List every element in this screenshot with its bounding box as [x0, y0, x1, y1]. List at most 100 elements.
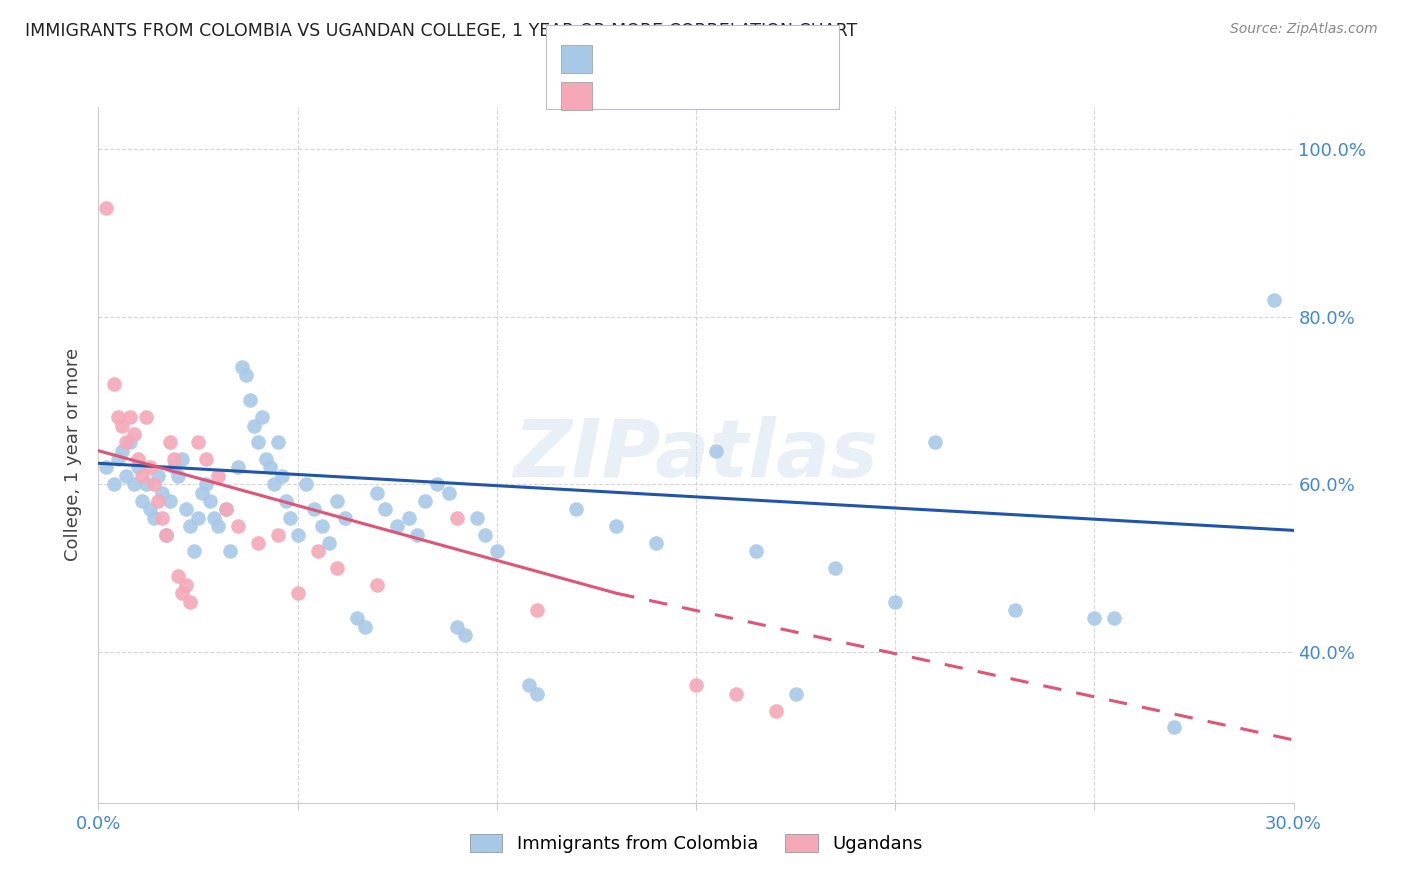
Point [526, 603, 548, 617]
Text: 81: 81 [776, 50, 801, 68]
Point [111, 418, 134, 433]
Point [139, 502, 162, 516]
Point [172, 586, 194, 600]
Point [446, 620, 468, 634]
Point [96, 460, 118, 475]
Point [287, 527, 309, 541]
Point [485, 544, 508, 558]
Point [254, 452, 277, 467]
Point [174, 578, 197, 592]
Point [354, 620, 377, 634]
Point [426, 477, 449, 491]
Point [139, 460, 162, 475]
Text: R =: R = [605, 87, 644, 104]
Point [191, 485, 214, 500]
Point [1163, 720, 1185, 734]
Point [294, 477, 316, 491]
Point [159, 494, 181, 508]
Point [96, 201, 118, 215]
Point [311, 519, 333, 533]
Point [724, 687, 747, 701]
Point [645, 536, 668, 550]
Point [287, 586, 309, 600]
Point [195, 452, 218, 467]
Point [174, 502, 197, 516]
Point [167, 468, 190, 483]
Y-axis label: College, 1 year or more: College, 1 year or more [63, 349, 82, 561]
Point [235, 368, 257, 383]
Point [195, 477, 218, 491]
Point [246, 536, 269, 550]
Point [765, 704, 787, 718]
Point [446, 510, 468, 524]
Point [526, 687, 548, 701]
Point [366, 485, 388, 500]
Point [263, 477, 285, 491]
Point [307, 544, 329, 558]
Point [219, 544, 242, 558]
Point [207, 519, 229, 533]
Point [704, 443, 727, 458]
Point [1083, 611, 1105, 625]
Point [179, 519, 201, 533]
Point [274, 494, 297, 508]
Text: N =: N = [731, 87, 770, 104]
Point [517, 678, 540, 692]
Point [207, 468, 229, 483]
Point [1104, 611, 1126, 625]
Point [335, 510, 357, 524]
Point [150, 485, 173, 500]
Point [115, 435, 138, 450]
Point [115, 468, 138, 483]
Point [270, 468, 292, 483]
Point [278, 510, 301, 524]
Point [745, 544, 768, 558]
Point [124, 477, 146, 491]
Point [103, 477, 125, 491]
Point [374, 502, 396, 516]
Point [385, 519, 409, 533]
Point [124, 427, 146, 442]
Point [103, 376, 125, 391]
Point [1263, 293, 1285, 307]
Point [127, 460, 149, 475]
Point [267, 527, 290, 541]
Point [326, 494, 349, 508]
Point [215, 502, 238, 516]
Point [884, 594, 907, 608]
Point [465, 510, 488, 524]
Point [179, 594, 201, 608]
Text: IMMIGRANTS FROM COLOMBIA VS UGANDAN COLLEGE, 1 YEAR OR MORE CORRELATION CHART: IMMIGRANTS FROM COLOMBIA VS UGANDAN COLL… [25, 22, 858, 40]
Point [1004, 603, 1026, 617]
Point [226, 460, 249, 475]
Text: -0.111: -0.111 [650, 50, 714, 68]
Point [215, 502, 238, 516]
Point [150, 510, 173, 524]
Point [437, 485, 460, 500]
Point [120, 410, 142, 425]
Point [398, 510, 420, 524]
Point [159, 435, 181, 450]
Point [198, 494, 221, 508]
Point [135, 477, 157, 491]
Point [107, 410, 129, 425]
Point [143, 477, 166, 491]
Point [127, 452, 149, 467]
Point [565, 502, 588, 516]
Point [131, 468, 153, 483]
Point [824, 561, 846, 575]
Point [167, 569, 190, 583]
Point [605, 519, 627, 533]
Point [259, 460, 281, 475]
Point [155, 527, 177, 541]
Point [148, 468, 170, 483]
Point [318, 536, 340, 550]
Point [250, 410, 273, 425]
Point [202, 510, 225, 524]
Point [239, 393, 262, 408]
Point [111, 443, 134, 458]
Point [685, 678, 707, 692]
Text: 37: 37 [776, 87, 801, 104]
Point [107, 452, 129, 467]
Point [474, 527, 496, 541]
